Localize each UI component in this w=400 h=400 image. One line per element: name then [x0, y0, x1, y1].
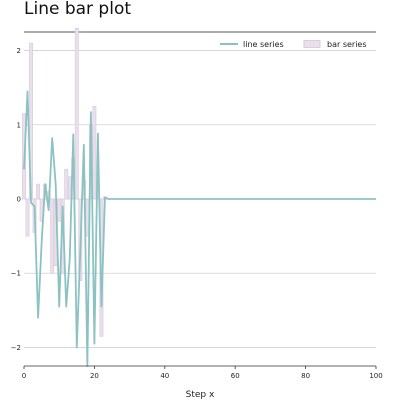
- y-tick-label: 0: [17, 196, 21, 204]
- legend-bar-label: bar series: [327, 40, 367, 49]
- series-line: [23, 90, 376, 367]
- chart-title: Line bar plot: [24, 0, 131, 19]
- legend-bar-swatch: [303, 40, 321, 48]
- x-axis-label: Step x: [186, 390, 215, 400]
- y-tick-label: 1: [17, 121, 21, 129]
- bar: [64, 168, 69, 200]
- bar: [92, 105, 97, 200]
- bar: [36, 183, 41, 200]
- line-series: [23, 90, 376, 367]
- x-tick-label: 0: [22, 372, 26, 380]
- y-tick-label: −1: [11, 270, 21, 278]
- bar: [74, 27, 79, 200]
- axes: 0 20 40 60 80 100 −2 −1 0 1 2: [11, 47, 383, 380]
- legend-line-label: line series: [243, 40, 284, 49]
- bar: [25, 198, 30, 237]
- x-tick-label: 40: [160, 372, 169, 380]
- bar: [57, 198, 62, 222]
- x-tick-label: 80: [301, 372, 310, 380]
- bar: [50, 198, 55, 274]
- y-tick-label: 2: [17, 47, 21, 55]
- legend: line series bar series: [220, 40, 367, 49]
- y-tick-label: −2: [11, 344, 21, 352]
- x-tick-label: 100: [369, 372, 382, 380]
- x-tick-label: 20: [90, 372, 99, 380]
- x-tick-label: 60: [231, 372, 240, 380]
